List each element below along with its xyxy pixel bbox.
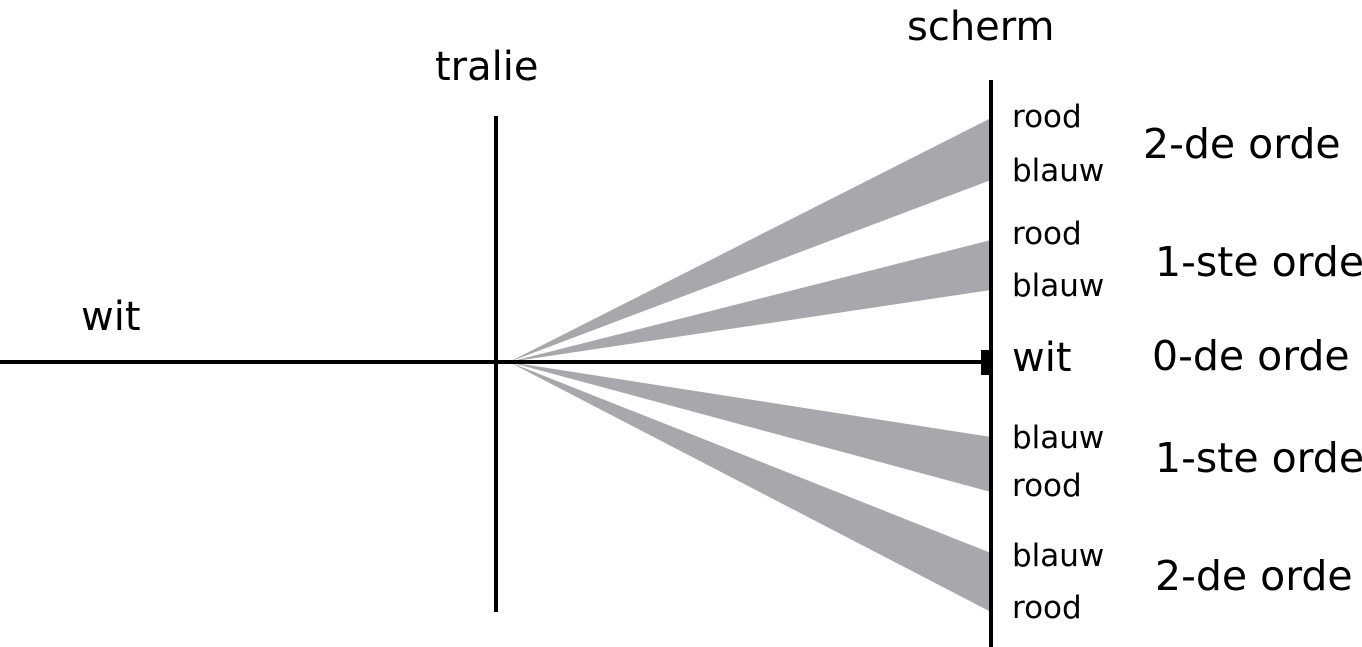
beam-2nd-order-top — [509, 118, 991, 362]
order-label-1st-top: 1-ste orde — [1155, 238, 1362, 286]
color-label-red: rood — [1012, 216, 1082, 252]
color-label-blue: blauw — [1012, 153, 1104, 189]
color-label-red: rood — [1012, 99, 1082, 135]
zero-order-spot — [981, 350, 991, 375]
order-label-0th: 0-de orde — [1152, 332, 1350, 380]
color-label-white: wit — [1012, 335, 1072, 381]
color-label-blue: blauw — [1012, 420, 1104, 456]
beam-1st-order-top — [509, 240, 991, 362]
order-label-2nd-top: 2-de orde — [1143, 120, 1341, 168]
order-label-2nd-bottom: 2-de orde — [1155, 552, 1353, 600]
color-label-red: rood — [1012, 468, 1082, 504]
color-label-blue: blauw — [1012, 268, 1104, 304]
beam-1st-order-bottom — [509, 362, 991, 492]
grating-label: tralie — [435, 44, 538, 90]
screen-label: scherm — [907, 4, 1055, 50]
incoming-light-label: wit — [81, 294, 141, 340]
beam-2nd-order-bottom — [509, 362, 991, 612]
color-label-red: rood — [1012, 590, 1082, 626]
order-label-1st-bottom: 1-ste orde — [1155, 434, 1362, 482]
color-label-blue: blauw — [1012, 538, 1104, 574]
